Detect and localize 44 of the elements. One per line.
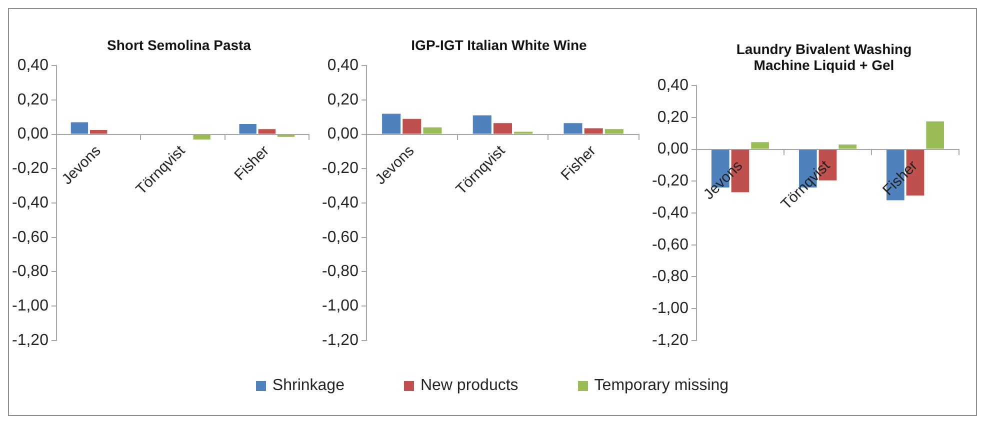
bar	[564, 123, 582, 134]
bar	[472, 115, 492, 134]
y-tick-label: -1,20	[652, 332, 689, 349]
legend-label: Temporary missing	[594, 377, 729, 395]
bar	[838, 144, 856, 149]
y-tick-label: 0,00	[17, 126, 49, 143]
y-tick-label: -0,40	[652, 204, 689, 222]
y-tick-label: -1,00	[12, 297, 49, 314]
y-tick-label: -1,00	[322, 297, 359, 314]
chart-title: IGP-IGT Italian White Wine	[411, 37, 587, 53]
y-tick-label: 0,40	[657, 77, 689, 94]
bar	[604, 129, 624, 134]
chart-title: Laundry Bivalent Washing Machine Liquid + Gel	[735, 41, 913, 73]
y-tick-label: 0,20	[17, 91, 49, 108]
y-tick-label: -0,40	[322, 194, 359, 212]
bar	[751, 142, 769, 149]
bar	[926, 121, 944, 149]
bar	[423, 127, 442, 134]
y-tick-label: -0,60	[652, 236, 689, 254]
y-tick-label: -0,20	[322, 160, 359, 178]
legend-label: New products	[420, 377, 518, 395]
y-tick-label: -0,80	[322, 263, 359, 280]
y-tick-label: 0,00	[327, 126, 359, 143]
y-tick-label: -0,40	[12, 194, 49, 212]
y-tick-label: 0,40	[17, 57, 49, 74]
y-tick-label: -0,80	[652, 268, 689, 286]
y-tick-label: -0,80	[12, 263, 49, 280]
y-tick-label: -0,20	[12, 160, 49, 178]
y-tick-label: -1,00	[652, 300, 689, 317]
y-tick-label: -1,20	[322, 332, 359, 349]
y-tick-label: 0,20	[327, 91, 359, 108]
legend-label: Shrinkage	[272, 377, 344, 395]
y-tick-label: 0,20	[657, 108, 689, 126]
y-tick-label: 0,40	[327, 57, 359, 74]
bar	[584, 128, 603, 134]
bar	[402, 118, 422, 134]
y-tick-label: 0,00	[657, 140, 689, 158]
y-tick-label: -0,20	[652, 172, 689, 190]
chart-title: Short Semolina Pasta	[107, 37, 251, 53]
bar	[382, 114, 401, 134]
y-tick-label: -0,60	[322, 228, 359, 246]
bar	[493, 123, 512, 134]
y-tick-label: -1,20	[12, 332, 49, 349]
y-tick-label: -0,60	[12, 228, 49, 246]
